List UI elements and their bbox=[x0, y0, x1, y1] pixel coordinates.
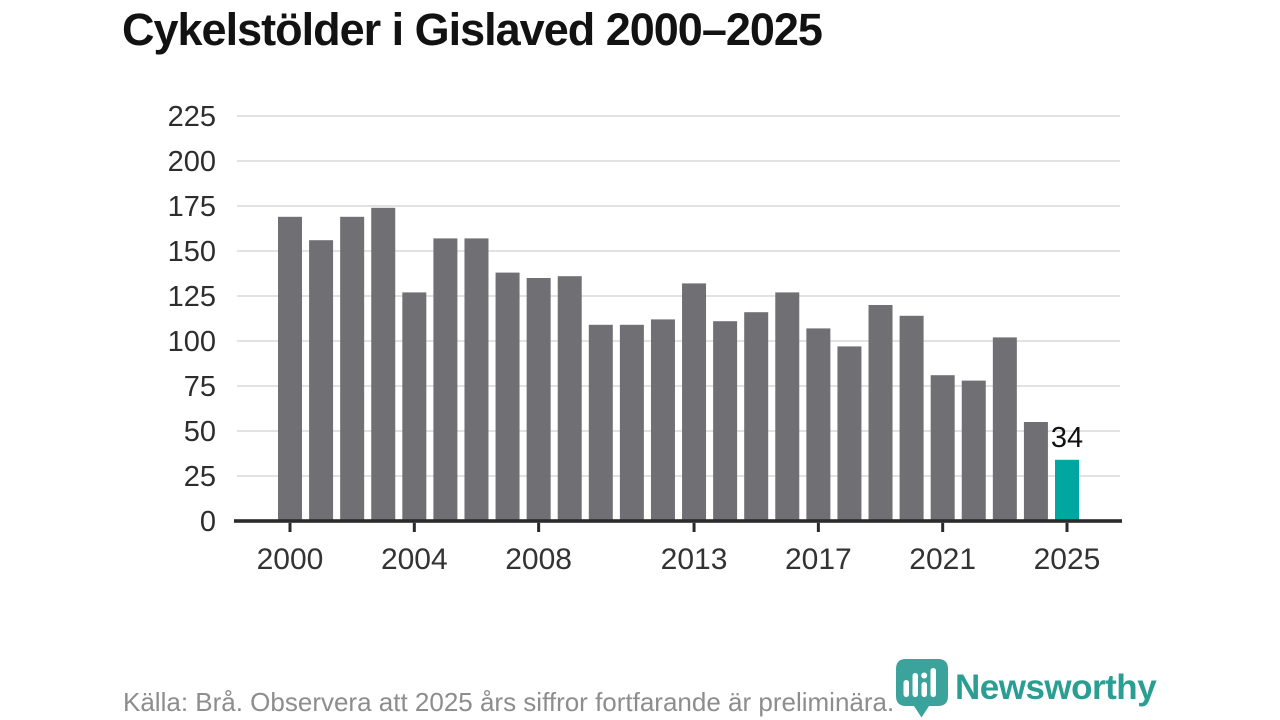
bar-2019 bbox=[868, 305, 893, 521]
x-tick-label-2013: 2013 bbox=[661, 543, 728, 576]
bar-2011 bbox=[619, 324, 644, 521]
chart-title: Cykelstölder i Gislaved 2000–2025 bbox=[122, 4, 823, 55]
x-axis-line bbox=[234, 519, 1122, 523]
bar-2023 bbox=[992, 337, 1017, 521]
bar-2021 bbox=[930, 375, 955, 521]
bar-2022 bbox=[961, 380, 986, 521]
bar-2005 bbox=[433, 238, 458, 521]
newsworthy-logo: Newsworthy bbox=[896, 659, 1157, 718]
newsworthy-pin-bar-chart-icon bbox=[896, 659, 948, 718]
y-tick-label-0: 0 bbox=[200, 506, 216, 538]
bar-2009 bbox=[557, 276, 582, 521]
bar-2018 bbox=[837, 346, 862, 521]
y-tick-label-200: 200 bbox=[168, 146, 216, 178]
bar-2020 bbox=[899, 315, 924, 521]
y-tick-label-225: 225 bbox=[168, 101, 216, 133]
bar-2003 bbox=[371, 207, 396, 522]
bar-2013 bbox=[682, 283, 707, 521]
newsworthy-wordmark: Newsworthy bbox=[955, 668, 1157, 707]
bar-2016 bbox=[775, 292, 800, 521]
source-note: Källa: Brå. Observera att 2025 års siffr… bbox=[123, 687, 895, 717]
bar-2024 bbox=[1023, 422, 1048, 521]
y-tick-label-100: 100 bbox=[168, 326, 216, 358]
bar-2012 bbox=[650, 319, 675, 521]
bar-2015 bbox=[744, 312, 769, 521]
bar-2010 bbox=[588, 324, 613, 521]
x-tick-label-2025: 2025 bbox=[1034, 543, 1101, 576]
y-tick-label-75: 75 bbox=[184, 371, 216, 403]
bar-2014 bbox=[713, 321, 738, 521]
bar-2017 bbox=[806, 328, 831, 521]
y-tick-label-150: 150 bbox=[168, 236, 216, 268]
bar-2025 bbox=[1055, 459, 1079, 521]
bar-2006 bbox=[464, 238, 489, 521]
y-tick-label-25: 25 bbox=[184, 461, 216, 493]
y-tick-label-175: 175 bbox=[168, 191, 216, 223]
bar-2000 bbox=[278, 216, 302, 522]
bar-value-label: 34 bbox=[1051, 422, 1083, 454]
y-tick-label-50: 50 bbox=[184, 416, 216, 448]
bar-2004 bbox=[402, 292, 427, 521]
x-tick-label-2017: 2017 bbox=[785, 543, 852, 576]
x-tick-label-2004: 2004 bbox=[381, 543, 448, 576]
x-tick-label-2008: 2008 bbox=[505, 543, 572, 576]
x-tick-label-2021: 2021 bbox=[909, 543, 976, 576]
bar-2002 bbox=[340, 216, 365, 522]
bar-2008 bbox=[526, 278, 551, 521]
x-tick-label-2000: 2000 bbox=[257, 543, 324, 576]
bar-2007 bbox=[495, 272, 520, 521]
bar-2001 bbox=[309, 240, 334, 521]
y-tick-label-125: 125 bbox=[168, 281, 216, 313]
